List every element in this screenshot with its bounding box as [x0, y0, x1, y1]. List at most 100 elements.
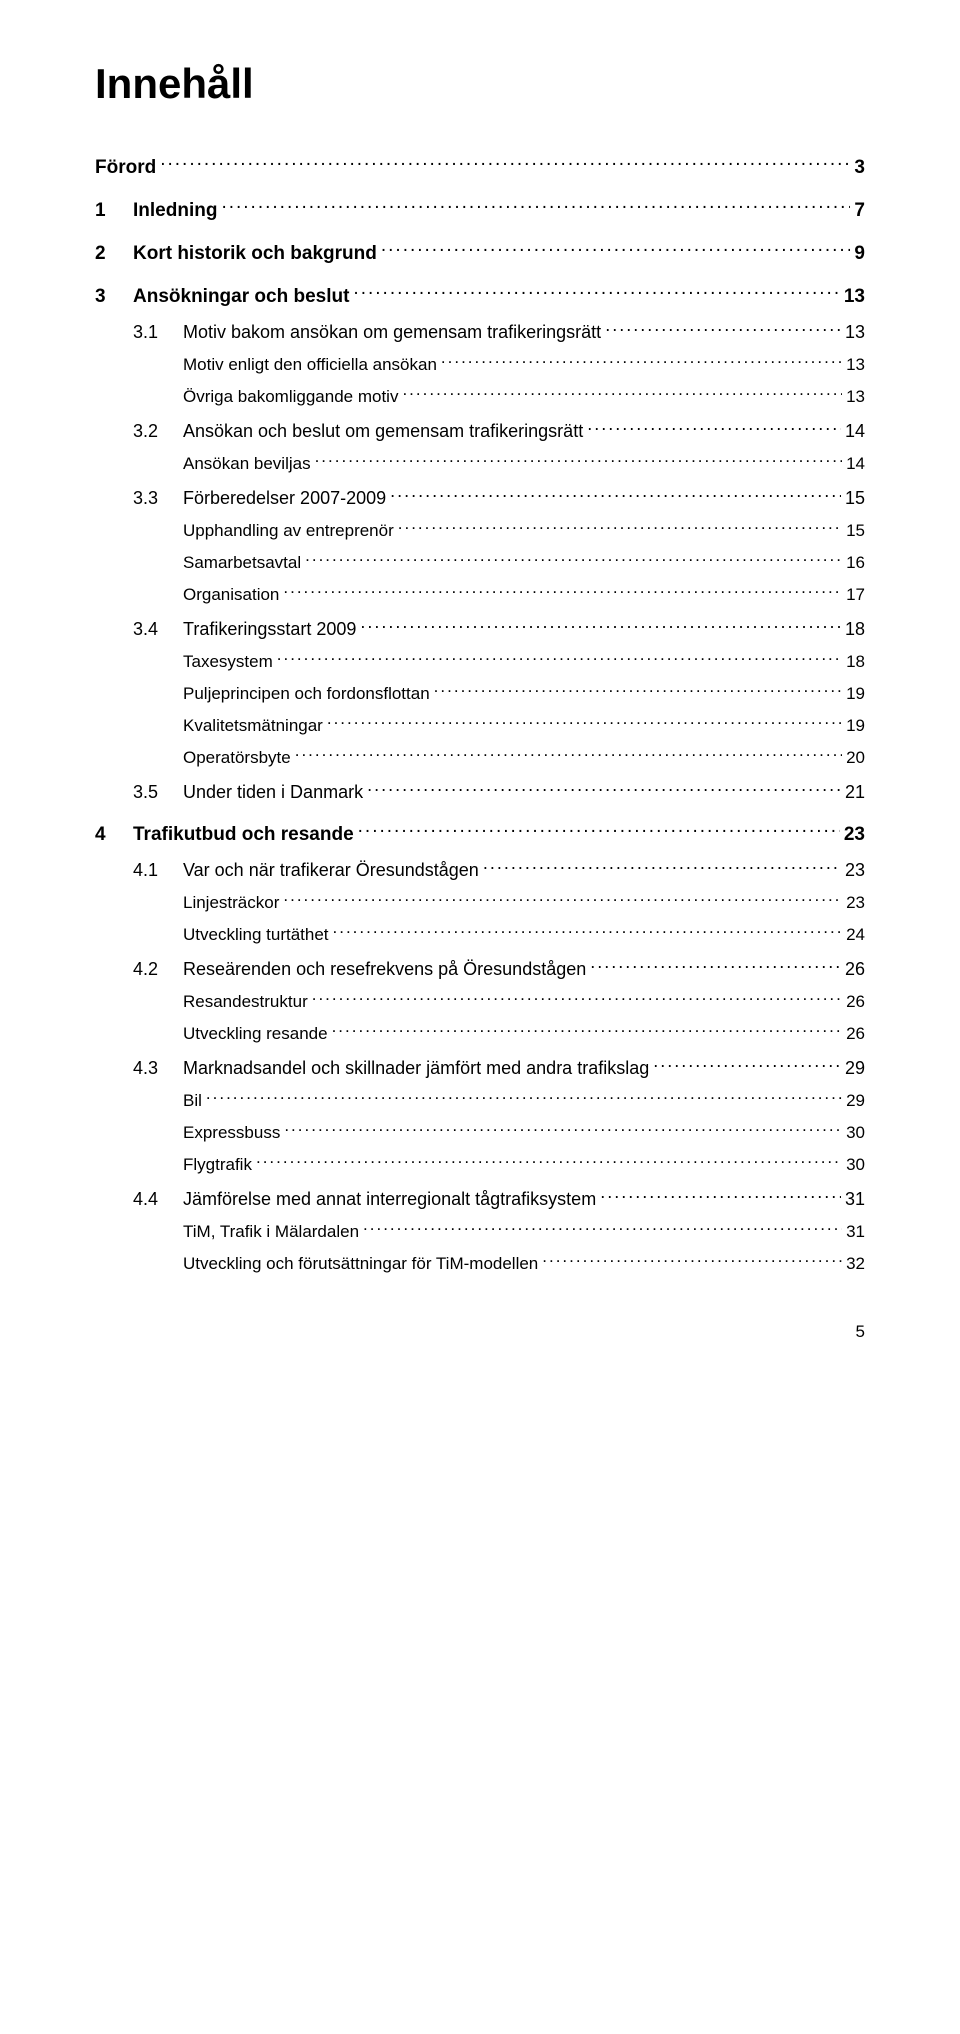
toc-row: Ansökan beviljas 14 [95, 452, 865, 474]
toc-row: 4.2Reseärenden och resefrekvens på Öresu… [95, 957, 865, 980]
toc-row: Upphandling av entreprenör15 [95, 519, 865, 541]
toc-page: 23 [844, 824, 865, 846]
toc-row: 3.4Trafikeringsstart 200918 [95, 617, 865, 640]
page-number: 5 [95, 1322, 865, 1342]
toc-text: Trafikeringsstart 2009 [183, 619, 356, 639]
toc-row: Övriga bakomliggande motiv 13 [95, 385, 865, 407]
toc-text: Samarbetsavtal [183, 553, 301, 572]
toc-number: 3.4 [133, 619, 183, 640]
toc-page: 14 [845, 421, 865, 442]
toc-text: Jämförelse med annat interregionalt tågt… [183, 1189, 596, 1209]
toc-page: 15 [845, 488, 865, 509]
toc-page: 23 [845, 860, 865, 881]
toc-number: 3.5 [133, 782, 183, 803]
toc-text: Flygtrafik [183, 1155, 252, 1174]
toc-page: 7 [854, 200, 865, 222]
toc-label: Expressbuss [183, 1123, 280, 1143]
toc-number: 3.2 [133, 421, 183, 442]
toc-page: 9 [854, 243, 865, 265]
toc-number: 3.1 [133, 322, 183, 343]
toc-row: Taxesystem18 [95, 650, 865, 672]
toc-leader [653, 1056, 841, 1074]
toc-leader [327, 714, 842, 731]
toc-number: 4.4 [133, 1189, 183, 1210]
toc-label: Utveckling resande [183, 1024, 328, 1044]
toc-label: Motiv enligt den officiella ansökan [183, 355, 437, 375]
toc-text: Motiv enligt den officiella ansökan [183, 355, 437, 374]
toc-page: 13 [846, 355, 865, 375]
toc-number: 4.2 [133, 959, 183, 980]
toc-label: 2Kort historik och bakgrund [95, 243, 377, 265]
toc-row: Kvalitetsmätningar 19 [95, 714, 865, 736]
toc-text: Ansökan beviljas [183, 454, 311, 473]
toc-page: 32 [846, 1254, 865, 1274]
toc-leader [398, 519, 842, 536]
toc-leader [381, 240, 851, 259]
toc-number: 3 [95, 286, 133, 308]
toc-page: 29 [845, 1058, 865, 1079]
toc-label: 3.3Förberedelser 2007-2009 [133, 488, 386, 509]
toc-label: 3.1Motiv bakom ansökan om gemensam trafi… [133, 322, 601, 343]
toc-page: 29 [846, 1091, 865, 1111]
toc-label: Upphandling av entreprenör [183, 521, 394, 541]
toc-text: TiM, Trafik i Mälardalen [183, 1222, 359, 1241]
toc-page: 21 [845, 782, 865, 803]
toc-leader [315, 452, 843, 469]
toc-row: 3Ansökningar och beslut 13 [95, 283, 865, 308]
toc-page: 13 [845, 322, 865, 343]
toc-page: 17 [846, 585, 865, 605]
toc-text: Bil [183, 1091, 202, 1110]
toc-page: 30 [846, 1155, 865, 1175]
toc-text: Utveckling och förutsättningar för TiM-m… [183, 1254, 538, 1273]
toc-text: Inledning [133, 200, 217, 221]
toc-number: 2 [95, 243, 133, 265]
toc-row: 2Kort historik och bakgrund 9 [95, 240, 865, 265]
toc-page: 13 [844, 286, 865, 308]
toc-row: Utveckling och förutsättningar för TiM-m… [95, 1252, 865, 1274]
toc-page: 24 [846, 925, 865, 945]
toc-text: Övriga bakomliggande motiv [183, 387, 398, 406]
toc-label: 4Trafikutbud och resande [95, 824, 354, 846]
toc-row: Förord 3 [95, 154, 865, 179]
toc-text: Trafikutbud och resande [133, 824, 354, 845]
toc-row: Utveckling resande 26 [95, 1022, 865, 1044]
toc-row: 1Inledning7 [95, 197, 865, 222]
toc-row: 3.2Ansökan och beslut om gemensam trafik… [95, 419, 865, 442]
toc-row: Flygtrafik 30 [95, 1153, 865, 1175]
toc-text: Resandestruktur [183, 992, 308, 1011]
toc-leader [206, 1089, 842, 1106]
toc-row: 4.1Var och när trafikerar Öresundstågen2… [95, 858, 865, 881]
toc-leader [360, 617, 841, 635]
toc-leader [402, 385, 842, 402]
toc-label: 4.2Reseärenden och resefrekvens på Öresu… [133, 959, 586, 980]
toc-text: Puljeprincipen och fordonsflottan [183, 684, 430, 703]
toc-label: 4.4Jämförelse med annat interregionalt t… [133, 1189, 596, 1210]
toc-page: 26 [846, 1024, 865, 1044]
toc-label: 3.4Trafikeringsstart 2009 [133, 619, 356, 640]
toc-row: 3.1Motiv bakom ansökan om gemensam trafi… [95, 320, 865, 343]
toc-text: Under tiden i Danmark [183, 782, 363, 802]
toc-label: Utveckling och förutsättningar för TiM-m… [183, 1254, 538, 1274]
toc-leader [312, 990, 842, 1007]
toc-label: Förord [95, 157, 156, 179]
toc-row: Motiv enligt den officiella ansökan 13 [95, 353, 865, 375]
toc-leader [390, 486, 841, 504]
toc-row: 4Trafikutbud och resande 23 [95, 821, 865, 846]
toc-number: 3.3 [133, 488, 183, 509]
toc-leader [605, 320, 841, 338]
toc-text: Utveckling resande [183, 1024, 328, 1043]
toc-leader [256, 1153, 842, 1170]
page-title: Innehåll [95, 60, 865, 108]
toc-text: Kort historik och bakgrund [133, 243, 377, 264]
toc-page: 3 [854, 157, 865, 179]
toc-text: Taxesystem [183, 652, 273, 671]
toc-text: Kvalitetsmätningar [183, 716, 323, 735]
toc-page: 19 [846, 684, 865, 704]
toc-row: Operatörsbyte20 [95, 746, 865, 768]
toc-text: Ansökningar och beslut [133, 286, 349, 307]
toc-label: TiM, Trafik i Mälardalen [183, 1222, 359, 1242]
toc-page: 14 [846, 454, 865, 474]
toc-page: 19 [846, 716, 865, 736]
toc-page: 13 [846, 387, 865, 407]
toc-leader [363, 1220, 842, 1237]
